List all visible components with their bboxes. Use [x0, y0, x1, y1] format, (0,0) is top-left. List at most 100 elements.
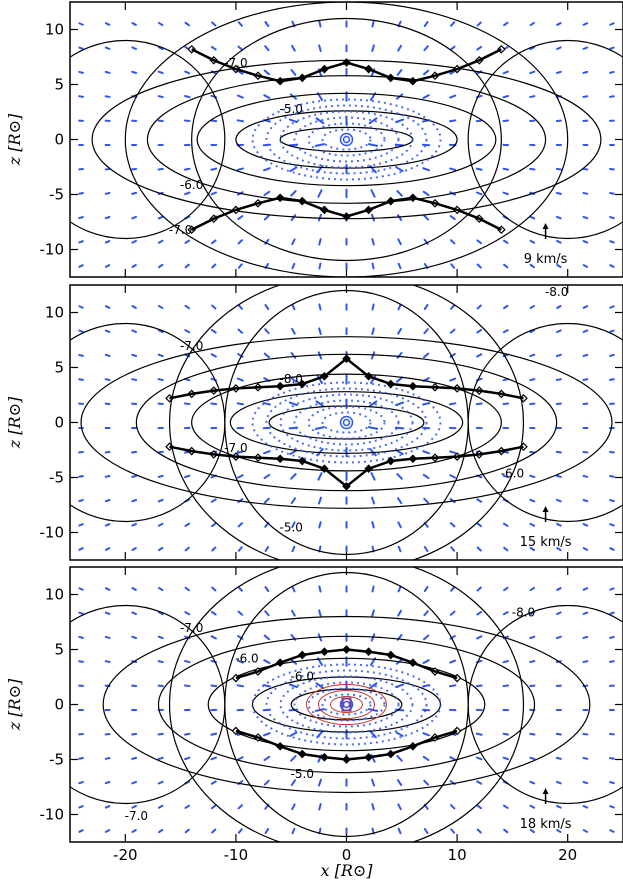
velocity-vector — [78, 216, 84, 220]
velocity-vector — [237, 239, 244, 245]
velocity-vector — [423, 546, 429, 552]
velocity-vector — [609, 499, 615, 503]
velocity-vector — [423, 634, 430, 641]
velocity-vector — [397, 827, 402, 835]
velocity-vector — [397, 803, 402, 811]
velocity-vector — [503, 586, 509, 592]
velocity-vector — [423, 828, 429, 834]
velocity-vector — [131, 22, 137, 26]
velocity-dot-ring — [265, 104, 428, 175]
velocity-vector — [211, 21, 217, 27]
velocity-vector — [317, 496, 322, 505]
velocity-vector — [396, 755, 403, 762]
velocity-vector — [556, 329, 562, 333]
velocity-vector — [609, 22, 615, 26]
x-tick-label: -20 — [113, 846, 138, 864]
velocity-vector — [582, 22, 589, 26]
panel-frame — [69, 566, 623, 843]
velocity-vector — [556, 46, 562, 50]
velocity-vector — [157, 756, 164, 760]
velocity-vector — [529, 611, 536, 616]
velocity-vector — [396, 190, 403, 197]
velocity-vector — [502, 522, 509, 527]
velocity-vector — [395, 731, 404, 737]
velocity-vector — [131, 756, 138, 760]
velocity-vector — [370, 351, 376, 360]
velocity-vector — [422, 190, 430, 197]
velocity-vector — [555, 498, 562, 503]
velocity-vector — [104, 70, 111, 74]
velocity-vector — [582, 46, 589, 50]
velocity-vector — [475, 191, 483, 196]
velocity-vector — [131, 611, 137, 615]
velocity-vector — [157, 378, 164, 382]
velocity-vector — [450, 263, 456, 269]
velocity-vector — [371, 262, 375, 270]
velocity-vector — [184, 95, 191, 99]
density-contour — [80, 336, 613, 509]
velocity-vector — [78, 22, 84, 26]
velocity-vector — [582, 264, 589, 268]
velocity-vector — [475, 756, 483, 761]
velocity-vector — [236, 94, 244, 99]
velocity-vector — [264, 610, 270, 617]
velocity-vector — [237, 546, 243, 552]
velocity-vector — [582, 70, 589, 74]
velocity-vector — [371, 496, 376, 505]
velocity-vector — [184, 804, 191, 809]
velocity-vector — [423, 779, 430, 786]
velocity-vector — [556, 522, 562, 527]
velocity-vector — [131, 239, 137, 244]
velocity-vector — [211, 804, 217, 810]
velocity-vector — [289, 731, 298, 737]
velocity-vector — [291, 327, 296, 335]
inner-contour — [306, 684, 387, 725]
velocity-vector — [371, 827, 375, 835]
velocity-vector — [237, 263, 243, 269]
velocity-vector — [423, 328, 429, 335]
velocity-vector — [290, 473, 297, 480]
velocity-vector — [104, 191, 111, 195]
density-contour — [70, 322, 226, 523]
y-tick-label: 5 — [54, 641, 64, 659]
velocity-vector — [318, 803, 322, 811]
y-tick-label: 10 — [45, 586, 64, 604]
velocity-vector — [609, 70, 615, 74]
velocity-vector — [369, 730, 377, 739]
y-axis-label: z [R⊙] — [5, 396, 24, 449]
velocity-vector — [397, 545, 402, 553]
velocity-vector — [183, 732, 191, 736]
velocity-vector — [78, 70, 84, 74]
velocity-vector — [236, 684, 245, 688]
velocity-vector — [449, 659, 457, 664]
velocity-vector — [555, 635, 562, 640]
velocity-vector — [318, 545, 322, 553]
velocity-vector — [157, 660, 164, 664]
velocity-vector — [104, 611, 111, 615]
scale-arrow-head — [542, 223, 549, 229]
inner-contour — [318, 690, 375, 719]
density-contour — [168, 285, 525, 560]
velocity-vector — [104, 780, 111, 785]
velocity-vector — [371, 609, 375, 617]
velocity-vector — [289, 166, 298, 172]
y-tick-label: 5 — [54, 76, 64, 94]
velocity-vector — [423, 21, 429, 27]
velocity-vector — [396, 473, 403, 480]
velocity-vector — [582, 635, 589, 639]
density-contour — [207, 657, 486, 752]
velocity-vector — [157, 586, 164, 592]
velocity-vector — [503, 828, 509, 834]
velocity-vector — [502, 329, 509, 334]
velocity-vector — [449, 450, 457, 454]
velocity-vector — [367, 708, 379, 712]
density-contour — [467, 604, 623, 805]
velocity-vector — [262, 402, 271, 406]
velocity-vector — [184, 474, 191, 479]
velocity-vector — [158, 828, 164, 834]
y-tick-label: 5 — [54, 359, 64, 377]
shock-front — [169, 357, 524, 400]
velocity-vector — [318, 238, 322, 246]
velocity-vector — [449, 94, 457, 99]
velocity-vector — [211, 828, 217, 834]
